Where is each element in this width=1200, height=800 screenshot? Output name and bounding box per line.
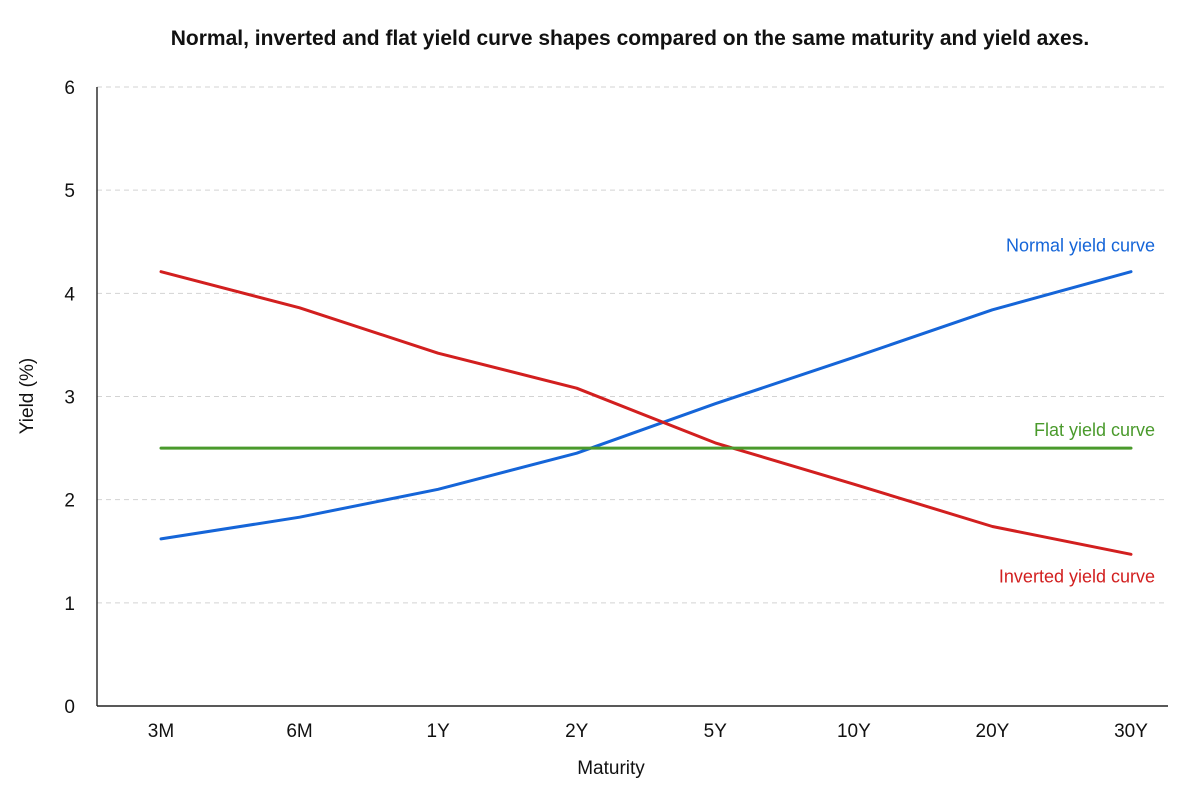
x-tick-label: 2Y xyxy=(565,721,589,742)
y-tick-label: 5 xyxy=(64,181,75,202)
x-axis-label: Maturity xyxy=(577,758,645,779)
y-tick-label: 1 xyxy=(64,594,75,615)
x-tick-label: 5Y xyxy=(704,721,728,742)
series-line-normal-yield-curve xyxy=(159,270,1133,541)
series-label-flat-yield-curve: Flat yield curve xyxy=(1034,420,1155,440)
y-tick-label: 0 xyxy=(64,697,75,718)
x-tick-label: 30Y xyxy=(1114,721,1148,742)
y-tick-labels: 0 1 2 3 4 5 6 xyxy=(64,78,75,718)
y-tick-label: 3 xyxy=(64,388,75,409)
y-tick-label: 4 xyxy=(64,284,75,305)
x-tick-label: 6M xyxy=(286,721,312,742)
y-tick-label: 6 xyxy=(64,78,75,99)
series-label-inverted-yield-curve: Inverted yield curve xyxy=(999,566,1155,586)
y-tick-label: 2 xyxy=(64,491,75,512)
series-lines xyxy=(159,270,1133,556)
chart-title: Normal, inverted and flat yield curve sh… xyxy=(171,27,1089,50)
x-tick-label: 20Y xyxy=(976,721,1010,742)
axes xyxy=(96,87,1168,707)
x-tick-label: 1Y xyxy=(427,721,451,742)
series-label-normal-yield-curve: Normal yield curve xyxy=(1006,236,1155,256)
gridlines xyxy=(97,86,1168,604)
x-tick-label: 3M xyxy=(148,721,174,742)
x-tick-label: 10Y xyxy=(837,721,871,742)
x-tick-labels: 3M 6M 1Y 2Y 5Y 10Y 20Y 30Y xyxy=(148,721,1148,742)
series-line-inverted-yield-curve xyxy=(159,270,1133,556)
y-axis-label: Yield (%) xyxy=(17,358,38,434)
series-labels: Normal yield curve Inverted yield curve Fl… xyxy=(999,236,1155,587)
